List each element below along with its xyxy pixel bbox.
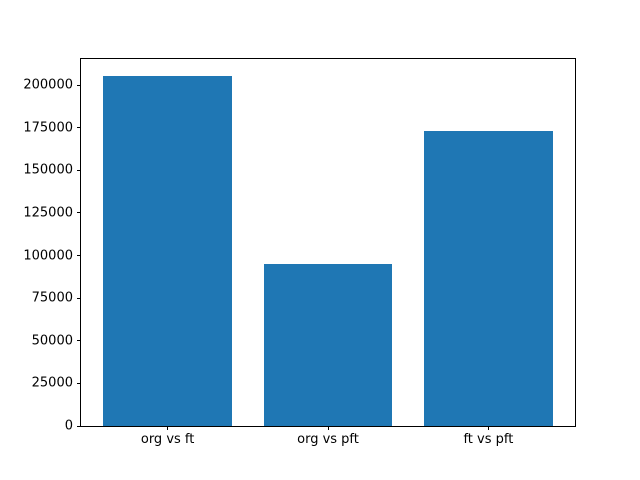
bars-group — [81, 59, 575, 426]
y-tick-mark — [77, 84, 81, 86]
y-tick-label: 50000 — [31, 333, 73, 349]
y-tick-mark — [77, 382, 81, 384]
y-tick-mark — [77, 297, 81, 299]
y-tick-label: 175000 — [23, 120, 73, 136]
bar-org-vs-pft — [263, 264, 393, 426]
y-tick-mark — [77, 127, 81, 129]
y-tick-mark — [77, 212, 81, 214]
y-tick-label: 200000 — [23, 77, 73, 93]
x-tick-label: org vs ft — [140, 432, 195, 447]
y-tick-label: 150000 — [23, 162, 73, 178]
y-axis: 0 25000 50000 75000 100000 125000 150000 175000… — [23, 59, 575, 433]
x-tick-label: ft vs pft — [463, 432, 514, 447]
x-tick-label: org vs pft — [297, 432, 359, 447]
x-tick-mark — [327, 426, 329, 430]
y-tick-label: 100000 — [23, 248, 73, 264]
plot-area: 0 25000 50000 75000 100000 125000 150000 175000… — [23, 58, 576, 446]
y-tick-mark — [77, 169, 81, 171]
x-tick-mark — [167, 426, 169, 430]
bar-ft-vs-pft — [424, 131, 553, 426]
y-tick-mark — [77, 255, 81, 257]
y-tick-mark — [77, 425, 81, 427]
y-tick-label: 0 — [64, 418, 73, 434]
y-tick-label: 25000 — [31, 375, 73, 391]
x-axis: org vs ft org vs pft ft vs pft — [81, 59, 575, 446]
y-tick-label: 125000 — [23, 205, 73, 221]
y-tick-mark — [77, 340, 81, 342]
y-tick-label: 75000 — [31, 290, 73, 306]
bar-org-vs-ft — [103, 76, 232, 426]
x-tick-mark — [487, 426, 489, 430]
